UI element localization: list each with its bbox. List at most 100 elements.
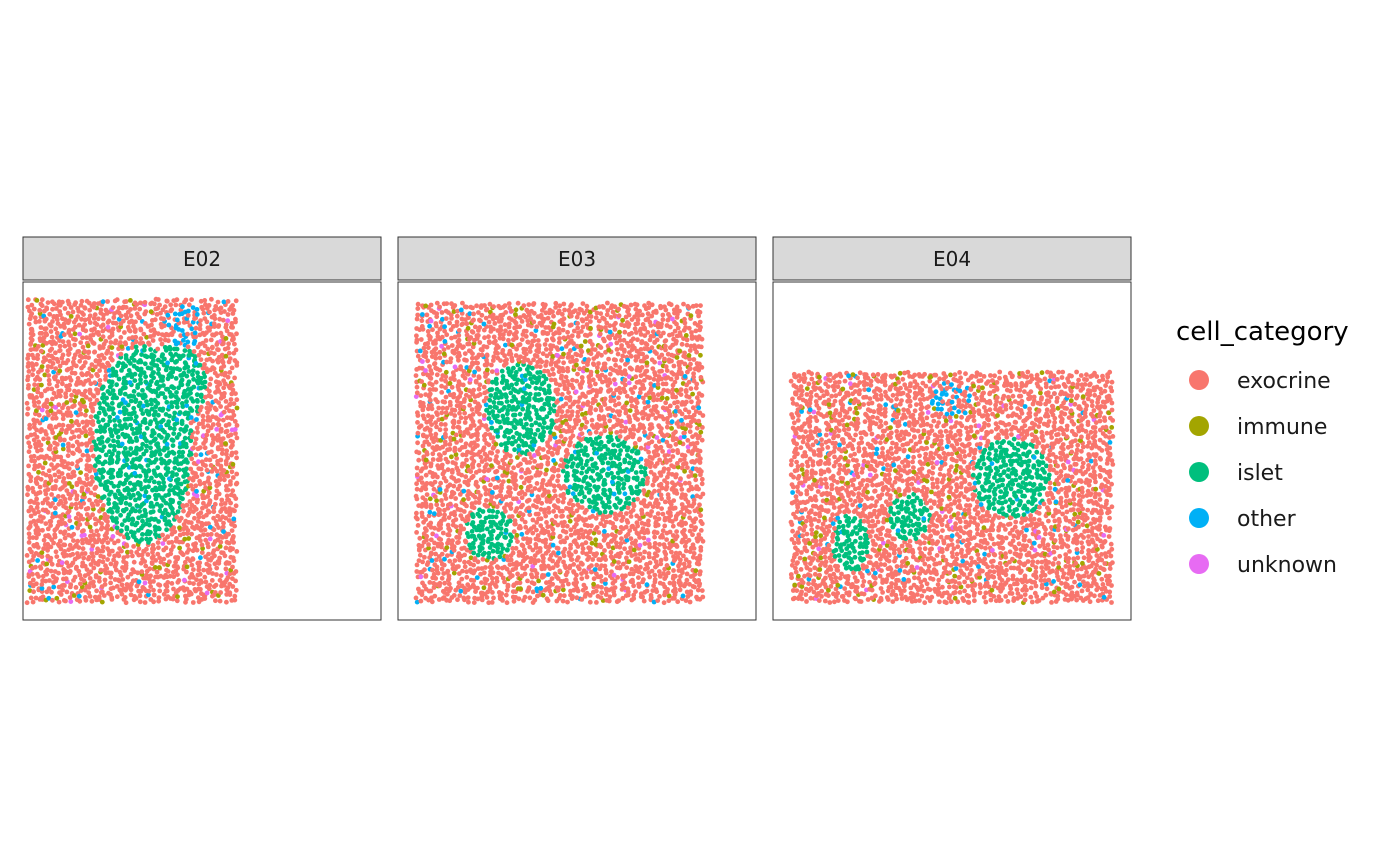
point-exocrine (87, 387, 93, 393)
point-exocrine (230, 584, 236, 589)
point-exocrine (133, 334, 139, 340)
point-islet (482, 550, 487, 556)
point-exocrine (161, 556, 167, 562)
point-exocrine (146, 588, 152, 594)
point-islet (526, 384, 532, 390)
point-exocrine (524, 307, 530, 313)
point-exocrine (114, 584, 120, 589)
point-exocrine (82, 563, 88, 569)
point-exocrine (43, 431, 49, 437)
point-islet (498, 442, 504, 448)
point-exocrine (484, 306, 490, 312)
point-exocrine (430, 451, 436, 457)
point-exocrine (425, 329, 431, 334)
point-islet (498, 526, 504, 531)
point-islet (147, 522, 152, 528)
point-islet (167, 344, 173, 350)
point-exocrine (230, 382, 235, 388)
point-exocrine (183, 297, 189, 303)
point-exocrine (536, 511, 541, 517)
point-exocrine (471, 562, 476, 568)
point-exocrine (143, 309, 149, 314)
point-exocrine (553, 513, 559, 519)
point-exocrine (417, 552, 423, 558)
point-unknown (434, 533, 439, 539)
point-islet (123, 407, 129, 413)
point-exocrine (523, 351, 529, 357)
point-exocrine (72, 370, 78, 376)
point-exocrine (71, 403, 77, 408)
point-exocrine (185, 313, 191, 318)
point-exocrine (499, 596, 505, 601)
point-exocrine (157, 588, 163, 594)
point-exocrine (134, 550, 140, 555)
point-exocrine (514, 496, 519, 502)
point-islet (137, 358, 143, 363)
point-exocrine (31, 399, 37, 405)
point-other (52, 497, 58, 503)
point-exocrine (123, 560, 129, 566)
point-exocrine (89, 598, 95, 604)
point-exocrine (217, 533, 223, 539)
point-islet (133, 344, 139, 350)
point-exocrine (70, 443, 76, 449)
point-exocrine (147, 566, 153, 572)
point-immune (39, 550, 45, 555)
point-islet (115, 428, 121, 434)
point-exocrine (100, 548, 106, 554)
point-islet (128, 393, 134, 399)
point-exocrine (54, 576, 59, 582)
point-other (35, 558, 40, 563)
point-exocrine (87, 427, 93, 432)
point-islet (123, 506, 129, 512)
point-exocrine (93, 484, 99, 490)
point-exocrine (96, 594, 102, 600)
point-exocrine (121, 318, 126, 324)
point-exocrine (231, 534, 236, 539)
point-exocrine (81, 392, 87, 398)
point-exocrine (45, 526, 51, 532)
point-immune (182, 536, 188, 542)
point-exocrine (48, 568, 54, 574)
point-islet (140, 532, 145, 537)
point-exocrine (198, 586, 203, 592)
point-exocrine (56, 422, 62, 428)
point-immune (465, 325, 471, 331)
point-exocrine (87, 463, 93, 469)
point-exocrine (480, 556, 486, 562)
point-exocrine (198, 404, 204, 410)
point-immune (48, 401, 54, 407)
point-other (538, 585, 544, 591)
point-exocrine (189, 571, 195, 577)
point-exocrine (439, 334, 445, 340)
point-exocrine (142, 600, 148, 605)
point-exocrine (66, 547, 72, 553)
point-islet (180, 353, 186, 358)
point-exocrine (38, 476, 44, 482)
point-exocrine (433, 431, 439, 437)
point-exocrine (157, 302, 163, 308)
point-other (556, 550, 561, 556)
point-exocrine (193, 506, 199, 512)
point-exocrine (538, 312, 544, 318)
point-islet (116, 450, 121, 456)
point-islet (503, 392, 508, 398)
point-exocrine (529, 572, 534, 578)
point-exocrine (192, 515, 197, 521)
point-exocrine (68, 305, 74, 310)
point-exocrine (466, 388, 472, 394)
point-exocrine (503, 310, 509, 315)
point-islet (151, 468, 157, 474)
point-exocrine (43, 521, 49, 526)
point-islet (124, 532, 130, 537)
point-exocrine (92, 401, 97, 407)
point-islet (112, 447, 117, 453)
point-exocrine (502, 303, 508, 308)
point-exocrine (439, 551, 445, 557)
point-islet (476, 533, 482, 539)
point-exocrine (59, 471, 65, 476)
point-exocrine (96, 558, 102, 564)
point-exocrine (454, 313, 460, 319)
point-islet (128, 371, 134, 377)
point-exocrine (48, 475, 54, 481)
